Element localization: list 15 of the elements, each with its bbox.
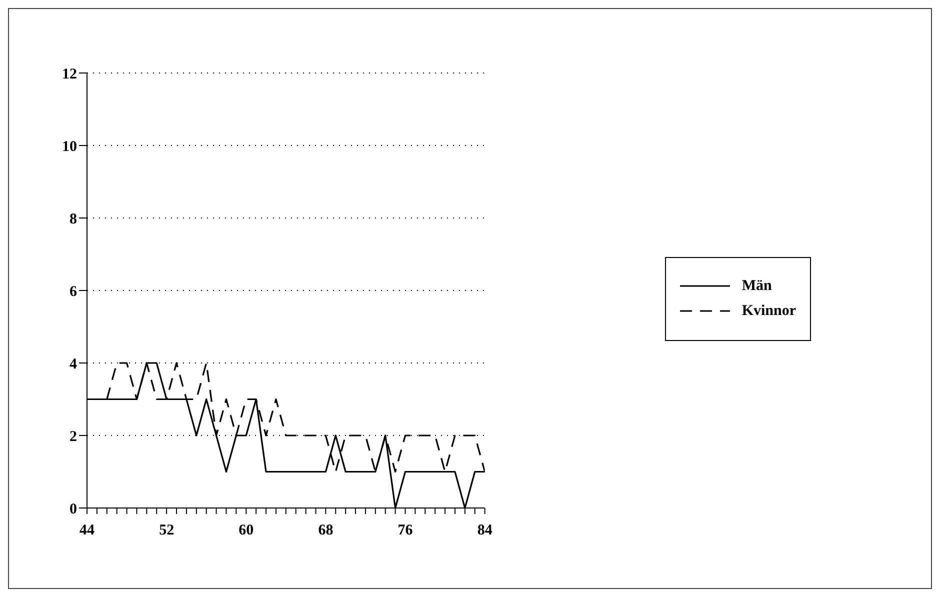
y-tick-label: 2 (70, 428, 77, 445)
y-tick-label: 0 (70, 501, 77, 518)
y-tick-label: 8 (70, 211, 77, 228)
x-tick-label: 84 (477, 522, 493, 539)
y-tick-label: 6 (70, 284, 78, 300)
y-tick-label: 4 (70, 356, 78, 372)
x-tick-label: 60 (238, 522, 254, 539)
x-tick-label: 44 (80, 522, 95, 539)
legend-label: Män (742, 278, 772, 294)
legend-label: Kvinnor (742, 302, 796, 320)
y-tick-label: 10 (62, 138, 77, 155)
x-tick-label: 76 (398, 522, 414, 539)
y-tick-label: 12 (62, 66, 77, 82)
x-tick-label: 52 (159, 522, 174, 539)
x-tick-label: 68 (318, 522, 334, 539)
